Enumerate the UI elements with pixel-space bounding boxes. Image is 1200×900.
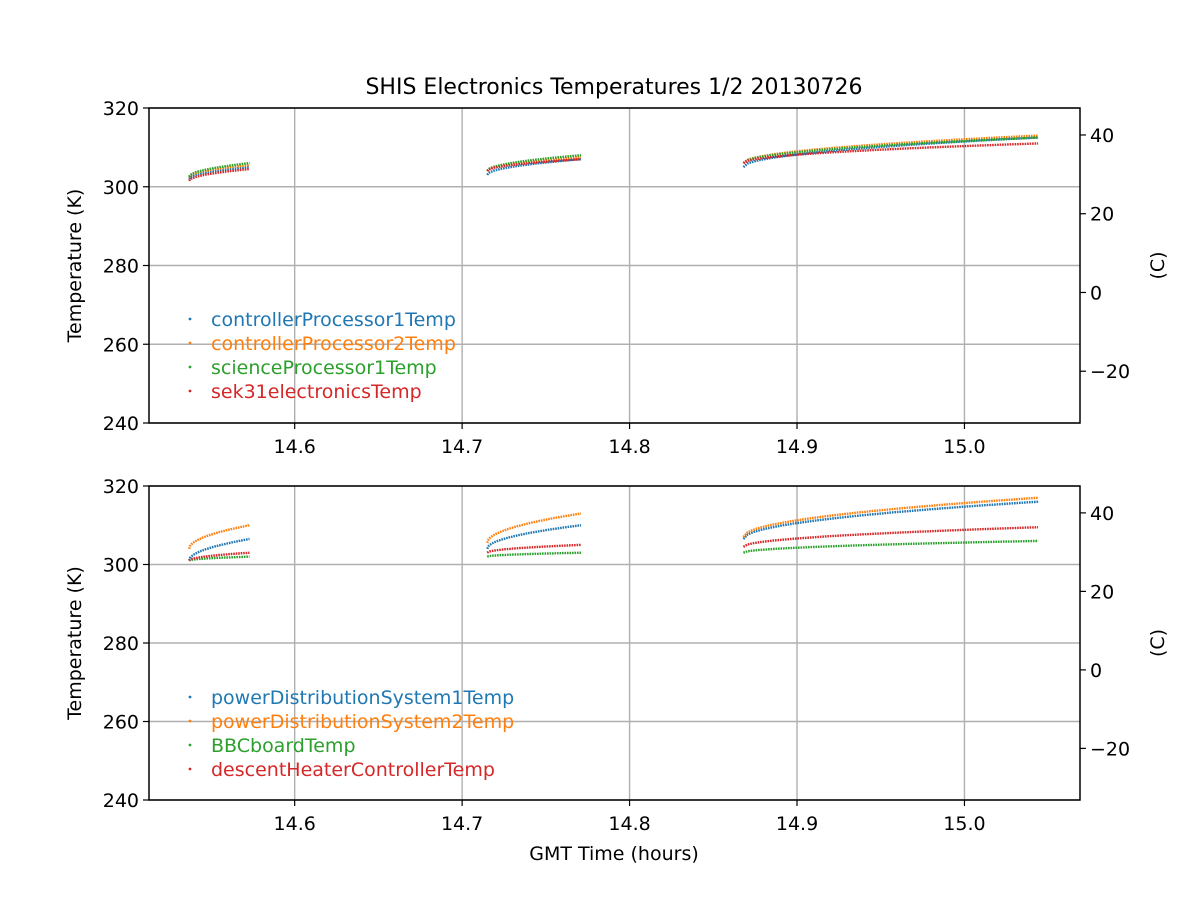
legend-label: scienceProcessor1Temp [211,357,437,379]
y-tick-label: 280 [103,633,139,655]
series-trace [188,551,250,562]
y-axis-label: Temperature (K) [64,189,86,344]
legend-label: descentHeaterControllerTemp [211,759,495,781]
series-trace [486,154,582,172]
y-tick-label: 240 [103,790,139,812]
x-tick-label: 14.7 [441,436,483,458]
series-trace [188,163,250,178]
y2-tick-label: −20 [1090,361,1130,383]
legend-label: powerDistributionSystem2Temp [211,711,514,733]
series-trace [742,142,1039,165]
series-trace [188,161,250,178]
legend-marker [188,317,192,321]
x-tick-label: 14.9 [776,813,818,835]
series-trace [188,537,250,561]
x-tick-label: 14.6 [274,436,316,458]
legend-marker [188,389,192,393]
x-tick-label: 15.0 [943,436,985,458]
legend-label: controllerProcessor1Temp [211,309,456,331]
x-tick-label: 14.7 [441,813,483,835]
y-tick-label: 320 [103,476,139,498]
x-tick-label: 14.8 [608,813,650,835]
legend-label: powerDistributionSystem1Temp [211,687,514,709]
y2-tick-label: 20 [1090,581,1114,603]
series-trace [743,539,1039,554]
legend-label: controllerProcessor2Temp [211,333,456,355]
legend-label: sek31electronicsTemp [211,381,422,403]
series-trace [742,500,1039,540]
legend-label: BBCboardTemp [211,735,356,757]
plot-frame [148,107,1081,424]
panel-top: 14.6 14.7 14.8 14.9 15.0 240 260 280 300 320 −20 0 2… [64,98,1169,458]
y2-tick-label: 0 [1090,282,1102,304]
y2-tick-label: 0 [1090,660,1102,682]
panel-bottom: 14.6 14.7 14.8 14.9 15.0 240 260 280 300 320 −20 0 2… [64,476,1169,835]
y-tick-label: 300 [103,555,139,577]
series-trace [188,555,250,562]
legend-marker [188,719,192,723]
series-trace [188,165,250,180]
legend-marker [188,743,192,747]
chart-title: SHIS Electronics Temperatures 1/2 201307… [365,75,862,100]
series-trace [742,136,1039,165]
y2-axis-label: (C) [1147,629,1169,657]
y2-tick-label: 40 [1090,503,1114,525]
series-trace [742,526,1039,548]
x-tick-label: 14.9 [776,436,818,458]
y2-tick-label: 40 [1090,125,1114,147]
x-tick-label: 15.0 [943,813,985,835]
series-trace [486,543,581,554]
legend-marker [188,365,192,369]
y-tick-label: 260 [103,334,139,356]
series-trace [742,496,1039,538]
y2-tick-label: −20 [1090,738,1130,760]
y-tick-label: 300 [103,177,139,199]
legend-marker [188,341,192,345]
series-trace [486,156,582,172]
series-trace [188,524,250,550]
y-tick-label: 240 [103,413,139,435]
y-tick-label: 320 [103,98,139,120]
y2-tick-label: 20 [1090,204,1114,226]
series-trace [486,158,582,172]
y-tick-label: 280 [103,256,139,278]
y-axis-label: Temperature (K) [64,566,86,721]
legend-marker [188,767,192,771]
series-trace [188,167,250,182]
x-axis-label: GMT Time (hours) [529,843,699,865]
x-tick-label: 14.8 [608,436,650,458]
y-tick-label: 260 [103,712,139,734]
series-trace [486,524,582,550]
series-trace [486,551,582,558]
legend-marker [188,695,192,699]
y2-axis-label: (C) [1147,251,1169,279]
x-tick-label: 14.6 [274,813,316,835]
plot-frame [148,485,1081,801]
series-trace [486,512,582,544]
